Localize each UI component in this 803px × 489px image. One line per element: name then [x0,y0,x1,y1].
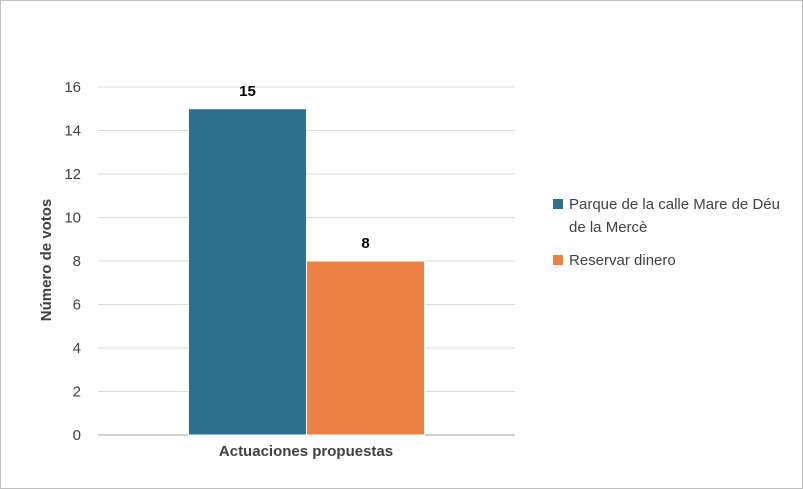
y-axis-ticks: 0 2 4 6 8 10 12 14 16 [64,79,81,444]
y-tick-label-14: 14 [64,123,81,140]
y-tick-label-0: 0 [73,427,81,444]
legend-item-parque: Parque de la calle Mare de Déu de la Mer… [553,193,793,239]
legend-swatch-reservar [553,255,563,265]
y-tick-label-10: 10 [64,210,81,227]
y-tick-label-4: 4 [73,340,81,357]
data-label-series-0: 15 [239,83,256,100]
bar-series-1 [306,260,425,436]
legend-item-reservar: Reservar dinero [553,249,793,272]
legend-label-reservar: Reservar dinero [569,252,676,269]
y-tick-label-2: 2 [73,384,81,401]
data-label-series-1: 8 [361,235,369,252]
data-labels: 15 8 [239,83,370,252]
bar-series-0 [188,108,307,436]
x-axis-label: Actuaciones propuestas [219,443,393,460]
bars [188,108,425,436]
y-tick-label-12: 12 [64,166,81,183]
legend-swatch-parque [553,199,563,209]
y-axis-label: Número de votos [38,199,55,322]
y-tick-label-16: 16 [64,79,81,96]
legend: Parque de la calle Mare de Déu de la Mer… [553,193,793,282]
y-tick-label-6: 6 [73,297,81,314]
legend-label-parque: Parque de la calle Mare de Déu de la Mer… [569,196,780,236]
y-tick-label-8: 8 [73,253,81,270]
